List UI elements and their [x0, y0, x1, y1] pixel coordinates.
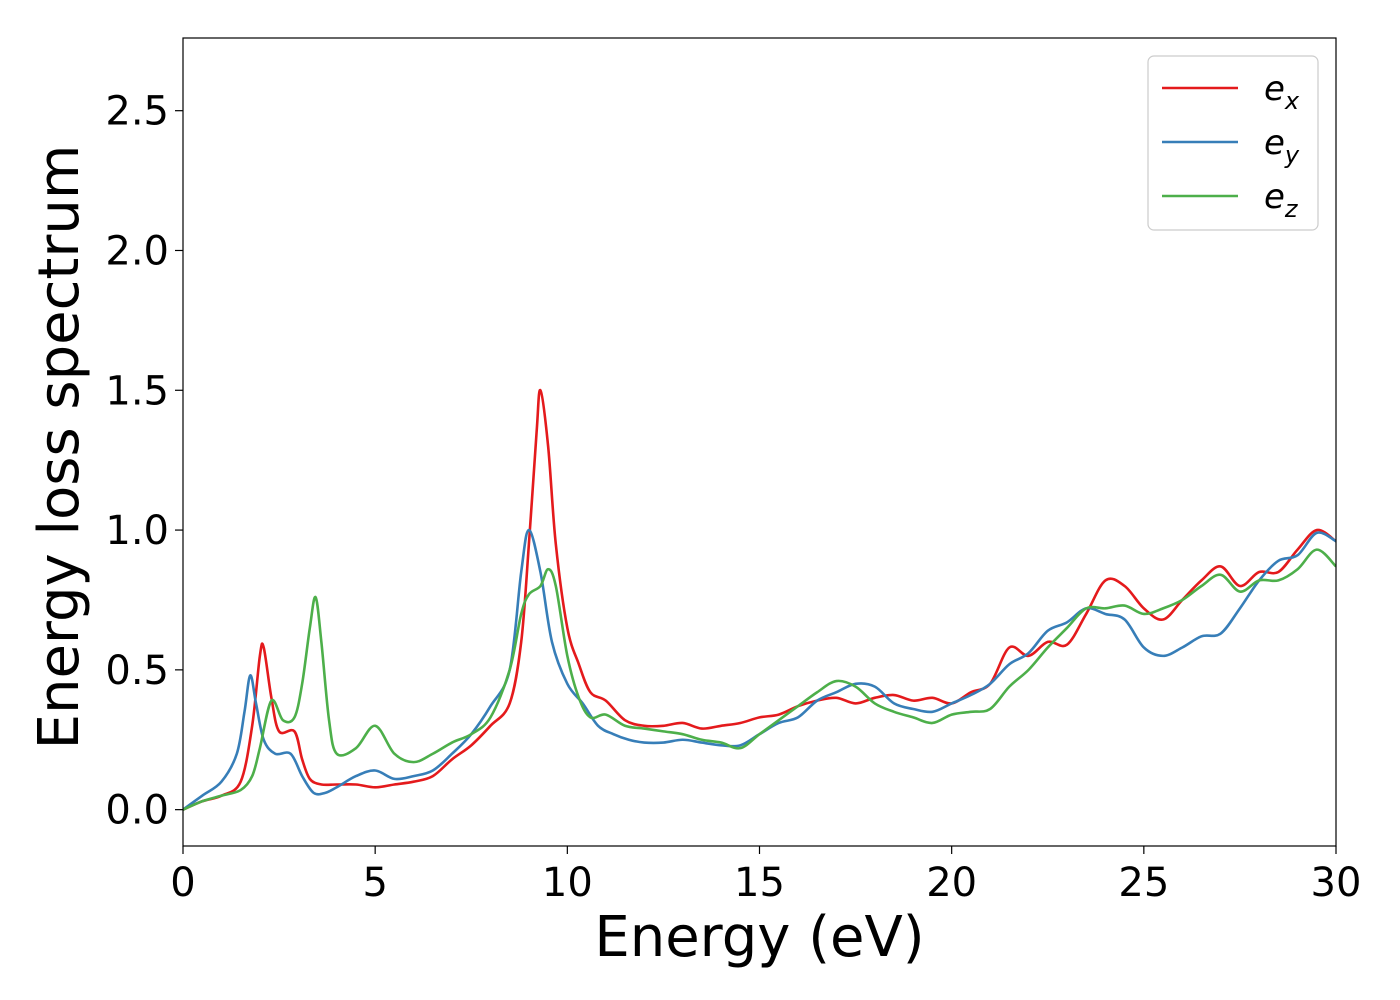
x-tick-label: 25 — [1118, 860, 1169, 906]
series-line-x — [183, 388, 1336, 811]
y-tick-label: 2.5 — [105, 89, 169, 135]
y-tick-label: 0.5 — [105, 648, 169, 694]
legend-label-subscript: x — [1284, 87, 1300, 115]
y-axis-label: Energy loss spectrum — [27, 145, 92, 750]
legend-label-x: ex — [1264, 69, 1300, 115]
x-tick-label: 30 — [1311, 860, 1362, 906]
legend-label-base: e — [1264, 177, 1285, 217]
series-line-z — [183, 548, 1336, 811]
x-tick-label: 15 — [734, 860, 785, 906]
x-tick-label: 5 — [362, 860, 387, 906]
x-tick-label: 10 — [542, 860, 593, 906]
series-line-y — [183, 528, 1336, 811]
legend-label-base: e — [1264, 123, 1285, 163]
y-tick-label: 1.5 — [105, 368, 169, 414]
legend-label-base: e — [1264, 69, 1285, 109]
x-axis-label: Energy (eV) — [594, 905, 924, 970]
y-tick-label: 1.0 — [105, 508, 169, 554]
legend-label-subscript: y — [1284, 141, 1300, 169]
y-tick-label: 2.0 — [105, 228, 169, 274]
legend-label-y: ey — [1264, 123, 1300, 169]
x-tick-label: 0 — [170, 860, 195, 906]
y-tick-label: 0.0 — [105, 788, 169, 834]
x-tick-label: 20 — [926, 860, 977, 906]
legend-label-subscript: z — [1284, 195, 1299, 223]
legend-label-z: ez — [1264, 177, 1299, 223]
